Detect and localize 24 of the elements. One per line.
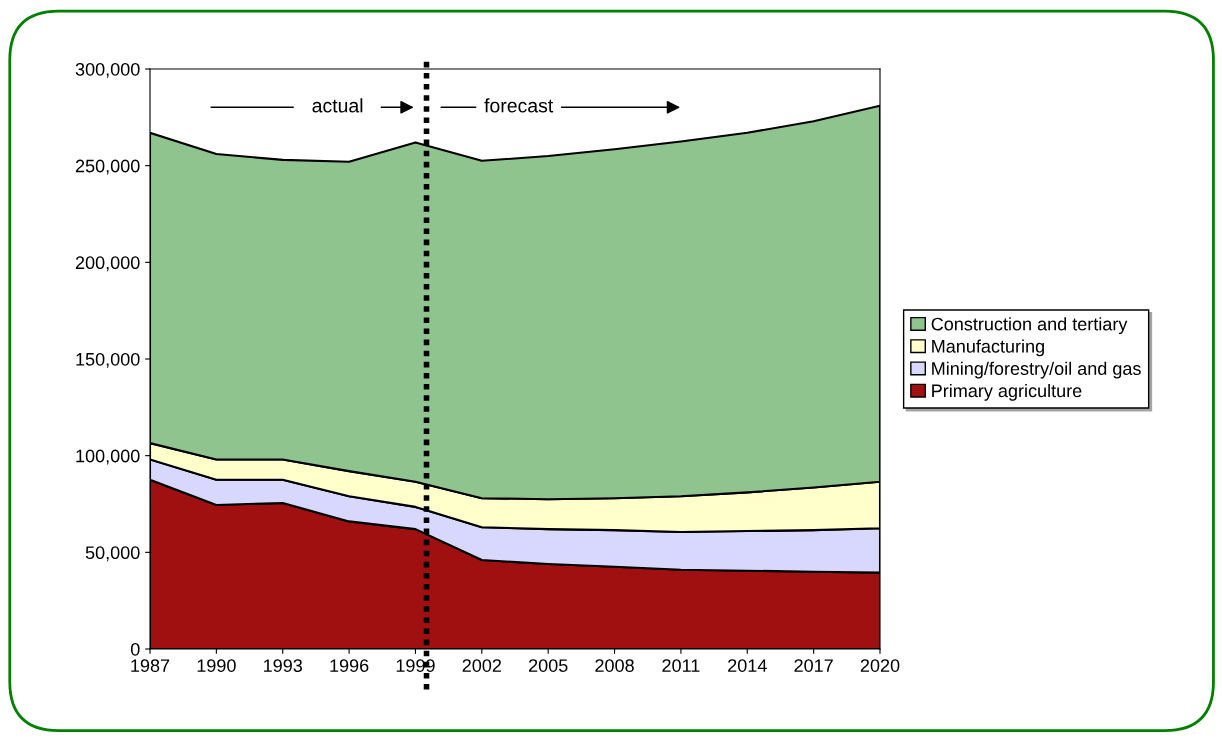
y-tick-label: 0: [130, 642, 140, 656]
x-tick-label: 2008: [595, 659, 634, 672]
legend-label: Construction and tertiary: [931, 317, 1128, 335]
y-tick-label: 100,000: [76, 449, 140, 465]
x-tick-label: 2017: [794, 659, 833, 672]
x-tick-label: 2002: [462, 659, 501, 672]
y-tick-label: 250,000: [75, 159, 140, 175]
x-tick-label: 2011: [662, 659, 700, 672]
legend-label: Mining/forestry/oil and gas: [932, 361, 1141, 379]
y-tick-label: 300,000: [75, 62, 140, 78]
x-tick-label: 1993: [264, 659, 303, 672]
y-tick-label: 50,000: [85, 546, 140, 562]
x-tick-label: 2020: [860, 659, 900, 672]
x-tick-label: 1996: [330, 659, 369, 672]
annotation: forecast: [484, 98, 554, 113]
legend-label: Primary agriculture: [932, 383, 1082, 401]
x-tick-label: 2005: [529, 659, 568, 672]
x-tick-label: 2014: [728, 659, 767, 672]
x-tick-label: 1990: [197, 659, 236, 672]
legend-label: Manufacturing: [932, 339, 1044, 357]
y-tick-label: 200,000: [75, 256, 140, 272]
y-tick-label: 150,000: [76, 352, 140, 368]
x-tick-label: 1987: [131, 659, 170, 672]
annotation: actual: [312, 98, 363, 113]
